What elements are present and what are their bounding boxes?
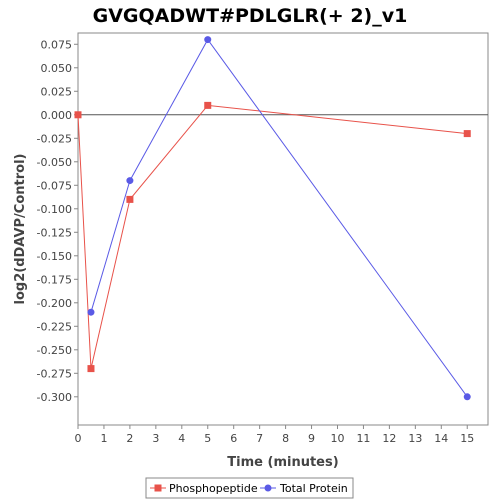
data-point-total-protein bbox=[126, 177, 134, 185]
data-point-phosphopeptide bbox=[87, 365, 95, 373]
y-tick-label: -0.275 bbox=[37, 367, 72, 380]
x-tick-label: 9 bbox=[308, 432, 315, 445]
legend-label-phosphopeptide: Phosphopeptide bbox=[169, 482, 258, 495]
y-tick-label: -0.300 bbox=[37, 391, 72, 404]
legend: Phosphopeptide Total Protein bbox=[145, 477, 354, 499]
x-tick-label: 12 bbox=[382, 432, 396, 445]
data-point-phosphopeptide bbox=[204, 101, 212, 109]
plot-area bbox=[77, 32, 489, 426]
data-point-total-protein bbox=[204, 36, 212, 44]
x-axis-label: Time (minutes) bbox=[227, 455, 338, 470]
x-tick-label: 6 bbox=[230, 432, 237, 445]
x-tick-label: 10 bbox=[330, 432, 344, 445]
y-tick-label: -0.050 bbox=[37, 156, 72, 169]
y-tick-label: -0.250 bbox=[37, 344, 72, 357]
y-tick-label: -0.125 bbox=[37, 226, 72, 239]
y-axis-label: log2(dDAVP/Control) bbox=[13, 154, 28, 305]
x-tick-label: 7 bbox=[256, 432, 263, 445]
data-point-phosphopeptide bbox=[126, 195, 134, 203]
y-tick-label: -0.225 bbox=[37, 320, 72, 333]
y-tick-label: -0.175 bbox=[37, 273, 72, 286]
x-tick-label: 13 bbox=[408, 432, 422, 445]
x-tick-label: 4 bbox=[178, 432, 185, 445]
y-tick-label: 0.025 bbox=[41, 85, 73, 98]
y-tick-label: -0.100 bbox=[37, 203, 72, 216]
data-point-phosphopeptide bbox=[74, 111, 82, 119]
y-tick-label: 0.075 bbox=[41, 38, 73, 51]
y-tick-label: -0.200 bbox=[37, 297, 72, 310]
x-tick-label: 14 bbox=[434, 432, 448, 445]
x-tick-label: 0 bbox=[75, 432, 82, 445]
x-tick-label: 11 bbox=[356, 432, 370, 445]
y-tick-label: -0.025 bbox=[37, 132, 72, 145]
y-tick-label: 0.050 bbox=[41, 62, 73, 75]
legend-label-total-protein: Total Protein bbox=[279, 482, 348, 495]
data-point-total-protein bbox=[463, 393, 471, 401]
x-axis: 0 1 2 3 4 5 6 7 8 9 10 11 12 13 14 15 bbox=[75, 425, 474, 445]
x-tick-label: 8 bbox=[282, 432, 289, 445]
x-tick-label: 3 bbox=[152, 432, 159, 445]
series-line-total-protein bbox=[90, 38, 468, 398]
y-tick-label: -0.075 bbox=[37, 179, 72, 192]
legend-marker-phosphopeptide bbox=[154, 484, 162, 492]
data-point-phosphopeptide bbox=[463, 130, 471, 138]
series-layer bbox=[74, 36, 471, 401]
data-point-total-protein bbox=[87, 308, 95, 316]
x-tick-label: 15 bbox=[460, 432, 474, 445]
x-tick-label: 5 bbox=[204, 432, 211, 445]
legend-marker-total-protein bbox=[264, 484, 272, 492]
x-tick-label: 2 bbox=[126, 432, 133, 445]
legend-box bbox=[145, 477, 354, 499]
y-tick-label: -0.150 bbox=[37, 250, 72, 263]
y-axis: 0.075 0.050 0.025 0.000 -0.025 -0.050 -0.075 -0… bbox=[37, 38, 78, 404]
y-tick-label: 0.000 bbox=[41, 109, 73, 122]
chart-title: GVGQADWT#PDLGLR(+ 2)_v1 bbox=[93, 5, 408, 27]
x-tick-label: 1 bbox=[100, 432, 107, 445]
